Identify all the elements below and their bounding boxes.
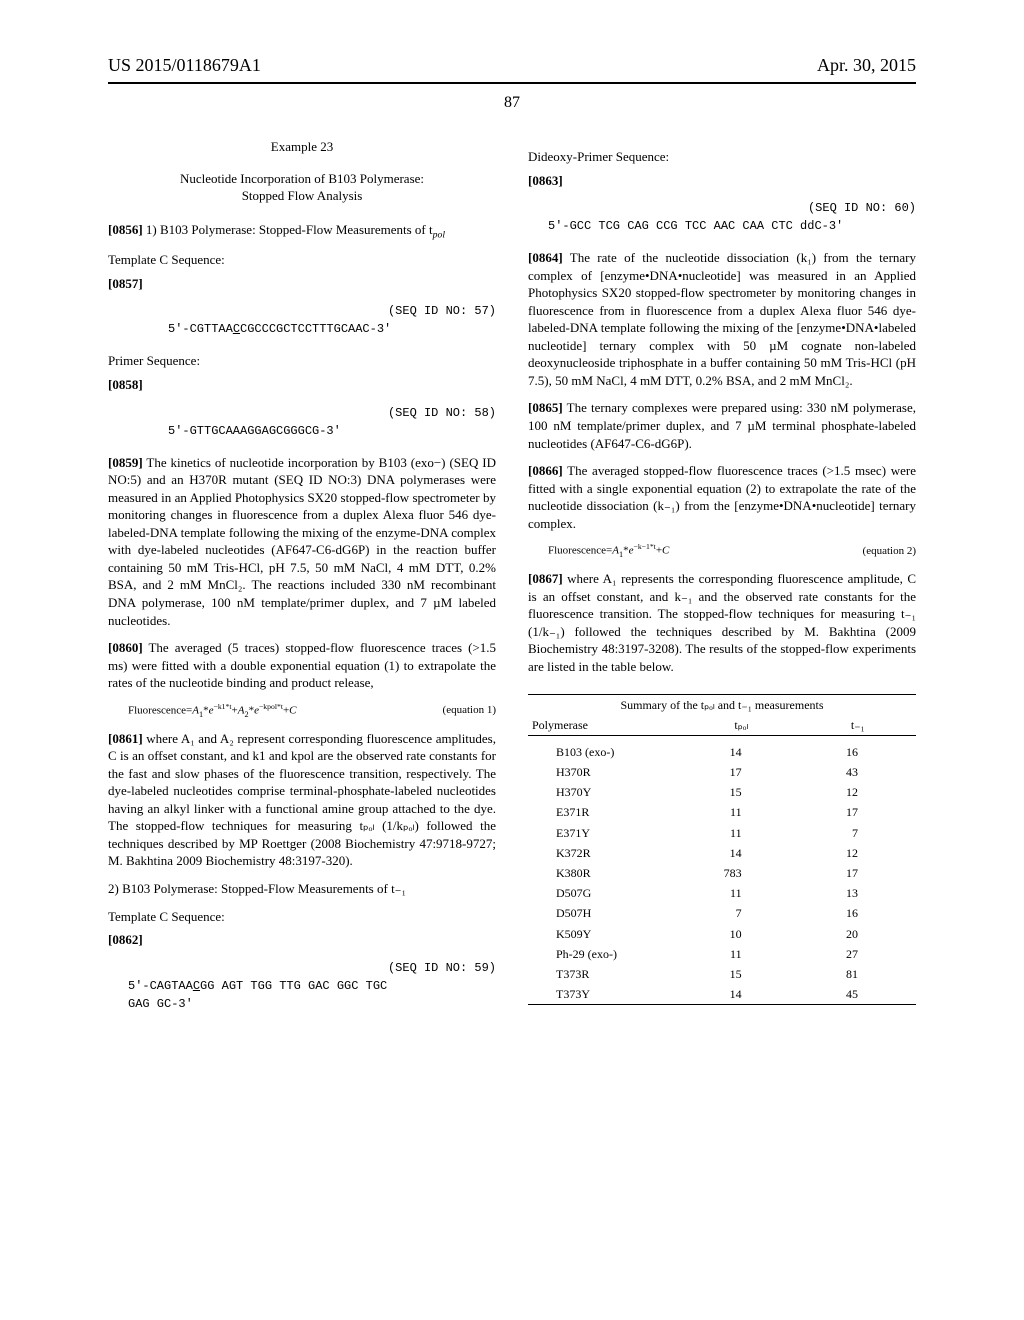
para-0858-num: [0858] bbox=[108, 377, 143, 392]
para-0865-text: The ternary complexes were prepared usin… bbox=[528, 400, 916, 450]
seq-58: (SEQ ID NO: 58) 5'-GTTGCAAAGGAGCGGGCG-3' bbox=[168, 404, 496, 440]
equation-1-row: Fluorescence=A1*e−k1*t+A2*e−kpol*t+C (eq… bbox=[128, 702, 496, 720]
seq-60-line: 5'-GCC TCG CAG CCG TCC AAC CAA CTC ddC-3… bbox=[548, 219, 843, 233]
left-column: Example 23 Nucleotide Incorporation of B… bbox=[108, 138, 496, 1027]
seq-60: (SEQ ID NO: 60) 5'-GCC TCG CAG CCG TCC AA… bbox=[548, 199, 916, 235]
seq-57-u: C bbox=[233, 322, 240, 336]
template-c-label-2: Template C Sequence: bbox=[108, 908, 496, 926]
template-c-label-1: Template C Sequence: bbox=[108, 251, 496, 269]
th-tpol: tₚₒₗ bbox=[683, 715, 799, 736]
table-row: K372R1412 bbox=[528, 843, 916, 863]
para-0866-num: [0866] bbox=[528, 463, 563, 478]
para-0867-text: where A₁ represents the corresponding fl… bbox=[528, 571, 916, 674]
para-0863-num: [0863] bbox=[528, 173, 563, 188]
page-header: US 2015/0118679A1 Apr. 30, 2015 bbox=[108, 55, 916, 76]
example-subtitle: Nucleotide Incorporation of B103 Polymer… bbox=[152, 170, 452, 205]
para-0865-num: [0865] bbox=[528, 400, 563, 415]
seq-57-id: (SEQ ID NO: 57) bbox=[168, 302, 496, 320]
equation-2-row: Fluorescence=A1*e−k−1*t+C (equation 2) bbox=[548, 542, 916, 560]
table-row: B103 (exo-)1416 bbox=[528, 742, 916, 762]
para-0857: [0857] bbox=[108, 275, 496, 293]
seq-57-post: CGCCCGCTCCTTTGCAAC-3' bbox=[240, 322, 391, 336]
para-0856-text: 1) B103 Polymerase: Stopped-Flow Measure… bbox=[143, 222, 433, 237]
para-0856: [0856] 1) B103 Polymerase: Stopped-Flow … bbox=[108, 221, 496, 242]
para-0860-text: The averaged (5 traces) stopped-flow flu… bbox=[108, 640, 496, 690]
table-row: Ph-29 (exo-)1127 bbox=[528, 944, 916, 964]
header-rule bbox=[108, 82, 916, 84]
seq-59-l2: GAG GC-3' bbox=[128, 997, 193, 1011]
para-0861: [0861] where A₁ and A₂ represent corresp… bbox=[108, 730, 496, 870]
para-0865: [0865] The ternary complexes were prepar… bbox=[528, 399, 916, 452]
para-0861-text: where A₁ and A₂ represent corresponding … bbox=[108, 731, 496, 869]
para-0859-text: The kinetics of nucleotide incorporation… bbox=[108, 455, 496, 628]
para-0860: [0860] The averaged (5 traces) stopped-f… bbox=[108, 639, 496, 692]
table-row: D507H716 bbox=[528, 903, 916, 923]
para-0866-text: The averaged stopped-flow fluorescence t… bbox=[528, 463, 916, 531]
seq-59: (SEQ ID NO: 59) 5'-CAGTAACGG AGT TGG TTG … bbox=[128, 959, 496, 1013]
para-0867: [0867] where A₁ represents the correspon… bbox=[528, 570, 916, 675]
equation-2-label: (equation 2) bbox=[863, 544, 916, 559]
para-0862-num: [0862] bbox=[108, 932, 143, 947]
example-subtitle-line2: Stopped Flow Analysis bbox=[242, 188, 363, 203]
seq-57: (SEQ ID NO: 57) 5'-CGTTAACCGCCCGCTCCTTTGC… bbox=[168, 302, 496, 338]
primer-label: Primer Sequence: bbox=[108, 352, 496, 370]
dideoxy-label: Dideoxy-Primer Sequence: bbox=[528, 148, 916, 166]
summary-table: Summary of the tₚₒₗ and t₋₁ measurements… bbox=[528, 694, 916, 1006]
page-number: 87 bbox=[108, 94, 916, 112]
example-subtitle-line1: Nucleotide Incorporation of B103 Polymer… bbox=[180, 171, 424, 186]
para-0856-num: [0856] bbox=[108, 222, 143, 237]
content-columns: Example 23 Nucleotide Incorporation of B… bbox=[108, 138, 916, 1027]
equation-1: Fluorescence=A1*e−k1*t+A2*e−kpol*t+C bbox=[128, 702, 297, 720]
para-0859: [0859] The kinetics of nucleotide incorp… bbox=[108, 454, 496, 629]
para-0860-num: [0860] bbox=[108, 640, 143, 655]
para-0862: [0862] bbox=[108, 931, 496, 949]
seq-59-id: (SEQ ID NO: 59) bbox=[128, 959, 496, 977]
table-title: Summary of the tₚₒₗ and t₋₁ measurements bbox=[528, 694, 916, 715]
right-column: Dideoxy-Primer Sequence: [0863] (SEQ ID … bbox=[528, 138, 916, 1027]
table-row: K509Y1020 bbox=[528, 924, 916, 944]
item-2-label: 2) B103 Polymerase: Stopped-Flow Measure… bbox=[108, 880, 496, 898]
table-row: D507G1113 bbox=[528, 883, 916, 903]
table-row: T373Y1445 bbox=[528, 984, 916, 1005]
para-0864-num: [0864] bbox=[528, 250, 563, 265]
para-0863: [0863] bbox=[528, 172, 916, 190]
table-body: B103 (exo-)1416 H370R1743 H370Y1512 E371… bbox=[528, 742, 916, 1005]
seq-59-l1a: 5'-CAGTAA bbox=[128, 979, 193, 993]
para-0856-sub: pol bbox=[433, 229, 445, 240]
table-row: E371R1117 bbox=[528, 802, 916, 822]
table-row: E371Y117 bbox=[528, 823, 916, 843]
para-0866: [0866] The averaged stopped-flow fluores… bbox=[528, 462, 916, 532]
seq-60-id: (SEQ ID NO: 60) bbox=[548, 199, 916, 217]
para-0867-num: [0867] bbox=[528, 571, 563, 586]
equation-2: Fluorescence=A1*e−k−1*t+C bbox=[548, 542, 669, 560]
th-tm1: t₋₁ bbox=[800, 715, 916, 736]
table-row: K380R78317 bbox=[528, 863, 916, 883]
table-row: H370R1743 bbox=[528, 762, 916, 782]
seq-59-l1u: C bbox=[193, 979, 200, 993]
publication-date: Apr. 30, 2015 bbox=[817, 55, 916, 76]
seq-58-id: (SEQ ID NO: 58) bbox=[168, 404, 496, 422]
seq-59-l1b: GG AGT TGG TTG GAC GGC TGC bbox=[200, 979, 387, 993]
para-0858: [0858] bbox=[108, 376, 496, 394]
summary-table-wrap: Summary of the tₚₒₗ and t₋₁ measurements… bbox=[528, 694, 916, 1006]
para-0861-num: [0861] bbox=[108, 731, 143, 746]
equation-1-label: (equation 1) bbox=[443, 703, 496, 718]
para-0864-text: The rate of the nucleotide dissociation … bbox=[528, 250, 916, 388]
seq-57-pre: 5'-CGTTAA bbox=[168, 322, 233, 336]
seq-58-line: 5'-GTTGCAAAGGAGCGGGCG-3' bbox=[168, 424, 341, 438]
th-polymerase: Polymerase bbox=[528, 715, 683, 736]
table-row: T373R1581 bbox=[528, 964, 916, 984]
publication-number: US 2015/0118679A1 bbox=[108, 55, 261, 76]
para-0864: [0864] The rate of the nucleotide dissoc… bbox=[528, 249, 916, 389]
example-label: Example 23 bbox=[108, 138, 496, 156]
para-0857-num: [0857] bbox=[108, 276, 143, 291]
para-0859-num: [0859] bbox=[108, 455, 143, 470]
table-row: H370Y1512 bbox=[528, 782, 916, 802]
